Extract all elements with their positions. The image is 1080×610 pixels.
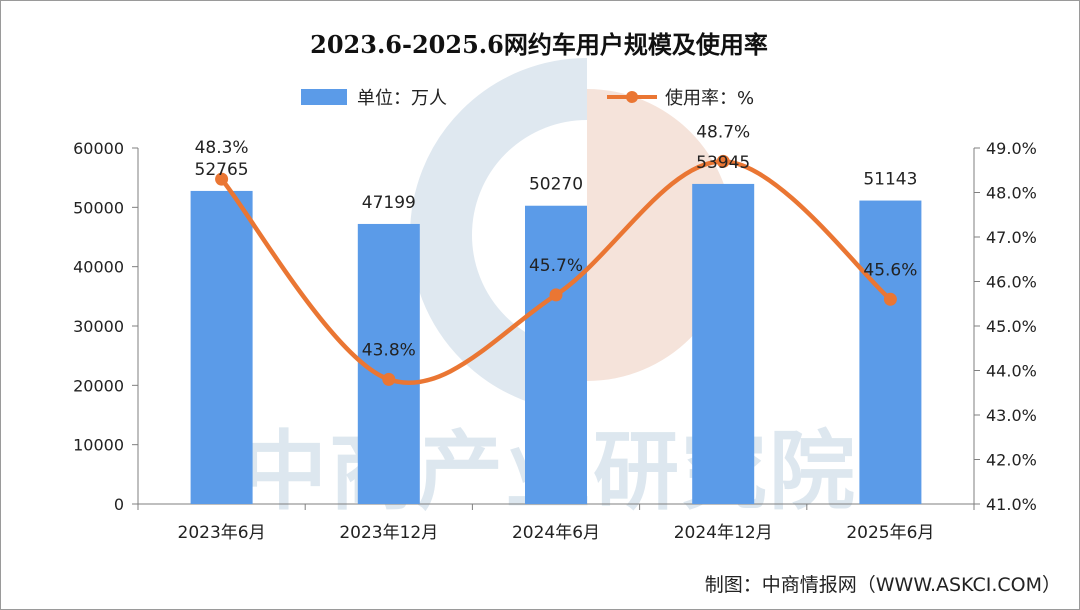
y-left-tick-label: 30000	[73, 317, 124, 336]
legend: 单位：万人 使用率：%	[301, 88, 754, 109]
bar-value-label: 51143	[863, 170, 917, 190]
bar	[357, 223, 420, 504]
rate-value-label: 45.7%	[529, 256, 583, 276]
y-right-tick-label: 49.0%	[986, 139, 1037, 158]
x-category-label: 2024年12月	[674, 523, 773, 543]
y-right-tick-label: 42.0%	[986, 451, 1037, 470]
usage-rate-point	[549, 288, 563, 302]
rate-value-label: 43.8%	[362, 340, 416, 360]
x-category-label: 2023年6月	[178, 523, 266, 543]
y-left-tick-label: 0	[114, 495, 124, 514]
y-left-tick-label: 60000	[73, 139, 124, 158]
bar-series	[190, 183, 922, 505]
bar	[859, 200, 922, 505]
usage-rate-point	[215, 172, 229, 186]
legend-bar-label: 单位：万人	[357, 88, 447, 109]
legend-bar-swatch	[301, 89, 347, 105]
x-category-label: 2025年6月	[846, 523, 934, 543]
x-category-label: 2023年12月	[339, 523, 438, 543]
y-right-tick-label: 46.0%	[986, 273, 1037, 292]
chart-title: 2023.6-2025.6网约车用户规模及使用率	[310, 30, 768, 59]
line-series	[215, 154, 897, 386]
bar-value-label: 47199	[362, 193, 416, 213]
bar-value-label: 53945	[696, 153, 750, 173]
y-right-tick-label: 48.0%	[986, 184, 1037, 203]
bar	[692, 183, 755, 504]
bar	[190, 190, 253, 504]
y-right-tick-label: 41.0%	[986, 495, 1037, 514]
y-right-tick-label: 47.0%	[986, 228, 1037, 247]
legend-line-label: 使用率：%	[665, 88, 754, 109]
y-right-tick-label: 45.0%	[986, 317, 1037, 336]
usage-rate-point	[716, 154, 730, 168]
y-left-tick-label: 10000	[73, 436, 124, 455]
rate-value-label: 48.3%	[195, 138, 249, 158]
data-labels: 52765 47199 50270 53945 51143 48.3% 43.8% 45.7%…	[195, 122, 918, 360]
rate-value-label: 48.7%	[696, 122, 750, 142]
usage-rate-point	[382, 372, 396, 386]
y-left-tick-label: 50000	[73, 198, 124, 217]
watermark-logo-arc	[410, 58, 588, 412]
bar-value-label: 50270	[529, 175, 583, 195]
bar	[525, 205, 587, 505]
rate-value-label: 45.6%	[863, 260, 917, 280]
source-credit: 制图：中商情报网（WWW.ASKCI.COM）	[705, 574, 1061, 596]
y-right-tick-label: 43.0%	[986, 406, 1037, 425]
y-left-tick-label: 40000	[73, 258, 124, 277]
x-category-label: 2024年6月	[512, 523, 600, 543]
axes: 0 10000 20000 30000 40000 50000 60000 41.0% 42.0…	[73, 139, 1037, 543]
y-right-tick-label: 44.0%	[986, 362, 1037, 381]
usage-rate-point	[883, 292, 897, 306]
bar-value-label: 52765	[195, 160, 249, 180]
legend-line-marker	[626, 91, 638, 103]
y-left-tick-label: 20000	[73, 376, 124, 395]
